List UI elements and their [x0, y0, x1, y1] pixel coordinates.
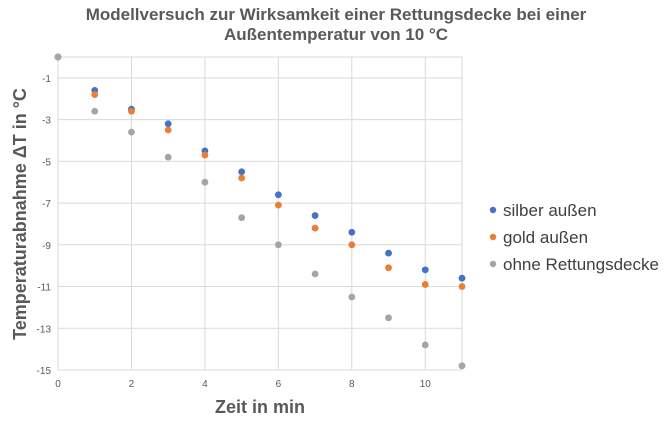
chart-title-line-2: Außentemperatur von 10 °C	[224, 25, 448, 44]
x-tick-label: 4	[202, 379, 208, 390]
data-point-series-1	[311, 224, 319, 232]
x-tick-label: 8	[349, 379, 355, 390]
y-tick-label: -5	[42, 157, 51, 168]
data-point-series-1	[421, 281, 429, 288]
data-point-series-2	[128, 128, 135, 136]
y-tick-labels: -1 -3 -5 -7 -9 -11 -13 -15	[37, 74, 52, 377]
y-tick-label: -7	[42, 199, 51, 210]
data-point-series-1	[274, 201, 282, 209]
x-tick-labels: 0 2 4 6 8 10	[55, 379, 431, 390]
data-point-series-2	[164, 153, 172, 161]
y-axis-title: Temperaturabnahme ΔT in °C	[10, 88, 30, 340]
data-point-series-1	[201, 151, 209, 159]
data-point-series-0	[385, 249, 392, 257]
data-point-series-0	[238, 168, 246, 176]
data-point-series-0	[348, 228, 356, 236]
data-point-series-2	[274, 241, 282, 249]
data-point-series-2	[91, 107, 99, 115]
x-tick-label: 0	[55, 379, 61, 390]
data-point-series-0	[274, 191, 282, 199]
data-point-series-1	[91, 91, 99, 98]
y-tick-label: -13	[37, 324, 52, 335]
data-point-series-2	[311, 270, 319, 278]
data-point-series-0	[421, 266, 429, 274]
data-point-series-2	[201, 178, 209, 186]
data-point-series-2	[238, 214, 246, 222]
data-point-series-0	[311, 212, 319, 219]
data-point-series-2	[421, 341, 429, 349]
data-point-series-0	[164, 120, 172, 128]
legend-label-series-0: silber außen	[503, 201, 597, 220]
y-tick-label: -1	[42, 74, 51, 85]
data-point-series-0	[458, 274, 466, 282]
data-point-series-1	[238, 174, 246, 182]
legend-label-series-1: gold außen	[503, 228, 588, 247]
legend-marker-series-1	[489, 233, 497, 241]
y-tick-label: -15	[37, 366, 52, 377]
x-axis-title: Zeit in min	[215, 397, 305, 417]
data-point-series-1	[128, 107, 135, 115]
y-tick-label: -3	[42, 116, 51, 127]
x-tick-label: 2	[129, 379, 135, 390]
data-point-series-2	[385, 314, 392, 322]
x-tick-label: 10	[420, 379, 432, 390]
data-point-series-2	[348, 293, 356, 301]
legend: silber außen gold außen ohne Rettungsdecke	[489, 201, 659, 274]
data-point-series-2	[458, 362, 466, 370]
chart-title-line-1: Modellversuch zur Wirksamkeit einer Rett…	[86, 5, 587, 24]
legend-marker-series-2	[489, 260, 497, 268]
x-tick-label: 6	[276, 379, 282, 390]
gridlines	[57, 56, 463, 371]
data-point-series-1	[348, 241, 356, 249]
y-tick-label: -9	[42, 241, 51, 252]
legend-label-series-2: ohne Rettungsdecke	[503, 255, 659, 274]
y-tick-label: -11	[37, 283, 51, 294]
data-point-series-2	[54, 53, 62, 61]
data-points	[54, 53, 466, 370]
data-point-series-1	[458, 283, 466, 290]
legend-marker-series-0	[489, 206, 497, 214]
data-point-series-1	[164, 126, 172, 134]
data-point-series-1	[385, 264, 392, 272]
